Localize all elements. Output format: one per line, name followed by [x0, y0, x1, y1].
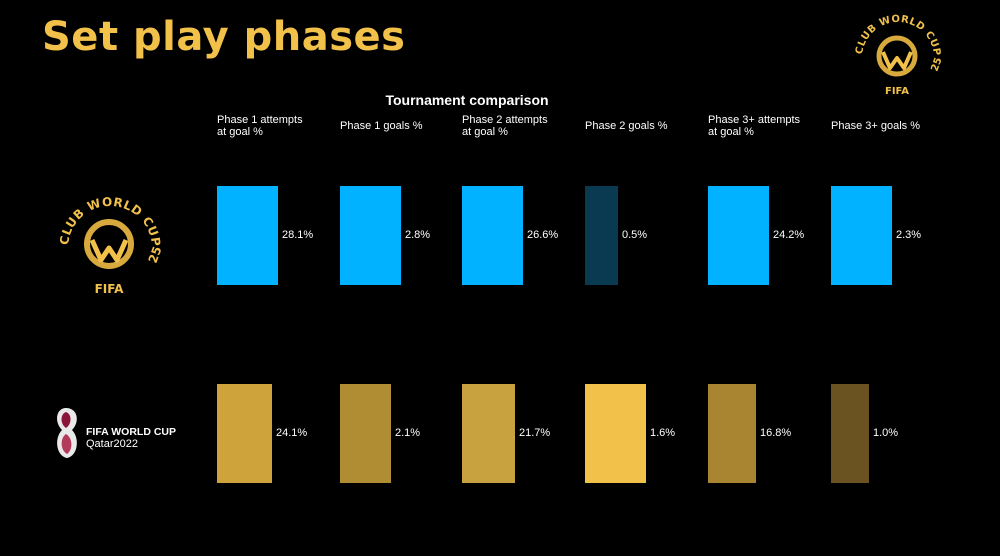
page-title: Set play phases: [42, 14, 406, 60]
data-label: 1.6%: [650, 426, 676, 439]
club-world-cup-logo-row: CLUB WORLD CUP 25 FIFA: [46, 180, 172, 300]
column-header-line: at goal %: [217, 126, 263, 138]
column-header-line: Phase 1 attempts: [217, 114, 303, 126]
bar: [340, 384, 391, 483]
svg-text:CLUB WORLD CUP: CLUB WORLD CUP: [854, 14, 942, 57]
bar: [217, 186, 278, 285]
column-header: Phase 2 attempts at goal %: [462, 114, 580, 138]
qatar-logo-line1: FIFA WORLD CUP: [86, 426, 176, 438]
data-label: 24.2%: [773, 228, 805, 241]
bar: [340, 186, 401, 285]
bar: [585, 384, 646, 483]
column-header-line: Phase 1 goals %: [340, 120, 423, 132]
column-header: Phase 1 attempts at goal %: [217, 114, 335, 138]
logo-row-year: 25: [146, 245, 165, 265]
bar: [462, 384, 515, 483]
column-header-line: Phase 3+ goals %: [831, 120, 920, 132]
column-header: Phase 1 goals %: [340, 120, 458, 132]
club-world-cup-logo-top: CLUB WORLD CUP 25 FIFA: [842, 6, 952, 98]
logo-top-fifa: FIFA: [885, 86, 909, 97]
column-header: Phase 3+ goals %: [831, 120, 949, 132]
data-label: 2.1%: [395, 426, 421, 439]
data-label: 2.8%: [405, 228, 431, 241]
column-header-line: Phase 3+ attempts: [708, 114, 801, 126]
logo-top-year: 25: [929, 56, 944, 73]
logo-row-fifa: FIFA: [95, 282, 124, 296]
data-label: 16.8%: [760, 426, 792, 439]
column-header: Phase 3+ attempts at goal %: [708, 114, 826, 138]
chart-subtitle: Tournament comparison: [385, 92, 549, 108]
column-header: Phase 2 goals %: [585, 120, 703, 132]
data-label: 2.3%: [896, 228, 922, 241]
column-header-line: at goal %: [708, 126, 754, 138]
bar: [462, 186, 523, 285]
bar: [831, 384, 869, 483]
bar: [708, 186, 769, 285]
qatar-logo-line2: Qatar2022: [86, 438, 138, 450]
qatar-2022-logo: FIFA WORLD CUP Qatar2022: [50, 400, 180, 466]
logo-top-text: CLUB WORLD CUP: [854, 14, 941, 57]
bar: [585, 186, 618, 285]
column-header-line: Phase 2 attempts: [462, 114, 548, 126]
data-label: 21.7%: [519, 426, 551, 439]
data-label: 26.6%: [527, 228, 559, 241]
bar: [708, 384, 756, 483]
bar: [217, 384, 272, 483]
data-label: 1.0%: [873, 426, 899, 439]
data-label: 28.1%: [282, 228, 314, 241]
data-label: 24.1%: [276, 426, 308, 439]
column-header-line: Phase 2 goals %: [585, 120, 668, 132]
column-header-line: at goal %: [462, 126, 508, 138]
bar: [831, 186, 892, 285]
data-label: 0.5%: [622, 228, 648, 241]
